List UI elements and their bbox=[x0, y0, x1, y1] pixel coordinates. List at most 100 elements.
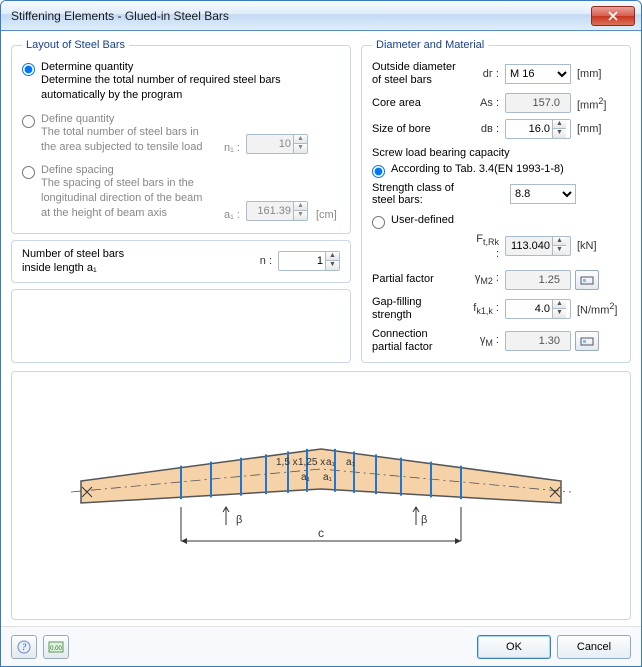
conn-factor-settings-button[interactable] bbox=[575, 331, 599, 351]
spin-down-icon[interactable]: ▼ bbox=[553, 246, 566, 255]
screw-title: Screw load bearing capacity bbox=[372, 147, 620, 159]
beam-diagram: 1,5 x1,25 xa₁a₁a₁a₁ββc bbox=[41, 411, 601, 581]
close-button[interactable] bbox=[591, 6, 635, 26]
footer: ? 0.00 OK Cancel bbox=[1, 626, 641, 666]
radio-define-spacing-label: Define spacing bbox=[41, 164, 340, 176]
gap-label-1: Gap-filling bbox=[372, 296, 467, 309]
radio-user-defined-label: User-defined bbox=[391, 214, 454, 226]
units-icon: 0.00 bbox=[48, 640, 64, 654]
window-title: Stiffening Elements - Glued-in Steel Bar… bbox=[11, 9, 591, 23]
bore-label: Size of bore bbox=[372, 123, 467, 136]
spin-up-icon[interactable]: ▲ bbox=[294, 135, 307, 144]
gm2-input bbox=[506, 274, 562, 286]
svg-text:?: ? bbox=[22, 642, 27, 652]
db-unit: [mm] bbox=[577, 123, 615, 135]
spin-down-icon[interactable]: ▼ bbox=[553, 309, 566, 318]
outside-dia-label-2: of steel bars bbox=[372, 74, 467, 87]
dialog-window: Stiffening Elements - Glued-in Steel Bar… bbox=[0, 0, 642, 667]
strength-class-select[interactable]: 8.8 bbox=[510, 184, 576, 204]
ftrk-symbol: Ft,Rk : bbox=[471, 233, 501, 259]
count-label-2: inside length a₁ bbox=[22, 261, 238, 275]
layout-legend: Layout of Steel Bars bbox=[22, 39, 129, 51]
gm-input bbox=[506, 335, 562, 347]
conn-label-2: partial factor bbox=[372, 341, 467, 354]
db-spinner[interactable]: ▲▼ bbox=[505, 119, 571, 139]
db-symbol: dв : bbox=[471, 123, 501, 135]
strength-class-label-1: Strength class of bbox=[372, 182, 502, 194]
a1-spinner[interactable]: ▲▼ bbox=[246, 201, 308, 221]
radio-define-qty[interactable]: Define quantity The total number of stee… bbox=[22, 113, 340, 155]
radio-determine-qty-sub: Determine the total number of required s… bbox=[41, 73, 340, 103]
gm2-symbol: γM2 : bbox=[471, 272, 501, 286]
dr-symbol: dг : bbox=[471, 68, 501, 80]
radio-tab34-input[interactable] bbox=[372, 165, 385, 178]
partial-factor-settings-button[interactable] bbox=[575, 270, 599, 290]
fk1k-input[interactable] bbox=[506, 303, 552, 315]
count-label-1: Number of steel bars bbox=[22, 247, 238, 261]
a1-input[interactable] bbox=[247, 205, 293, 217]
spin-down-icon[interactable]: ▼ bbox=[294, 144, 307, 153]
as-unit: [mm2] bbox=[577, 96, 615, 112]
radio-tab34[interactable]: According to Tab. 3.4(EN 1993-1-8) bbox=[372, 163, 620, 178]
svg-text:a₁: a₁ bbox=[346, 457, 356, 468]
svg-text:β: β bbox=[421, 514, 427, 526]
partial-factor-label: Partial factor bbox=[372, 273, 467, 286]
dr-unit: [mm] bbox=[577, 68, 615, 80]
gm2-display bbox=[505, 270, 571, 290]
ftrk-spinner[interactable]: ▲▼ bbox=[505, 236, 571, 256]
spin-up-icon[interactable]: ▲ bbox=[553, 237, 566, 246]
spin-up-icon[interactable]: ▲ bbox=[553, 300, 566, 309]
spin-down-icon[interactable]: ▼ bbox=[553, 129, 566, 138]
spin-up-icon[interactable]: ▲ bbox=[553, 120, 566, 129]
fk1k-spinner[interactable]: ▲▼ bbox=[505, 299, 571, 319]
close-icon bbox=[608, 11, 618, 21]
outside-dia-label-1: Outside diameter bbox=[372, 61, 467, 74]
conn-label-1: Connection bbox=[372, 328, 467, 341]
spin-down-icon[interactable]: ▼ bbox=[326, 261, 339, 270]
titlebar: Stiffening Elements - Glued-in Steel Bar… bbox=[1, 1, 641, 31]
radio-determine-qty-input[interactable] bbox=[22, 63, 35, 76]
radio-determine-qty-label: Determine quantity bbox=[41, 61, 340, 73]
content-area: Layout of Steel Bars Determine quantity … bbox=[1, 31, 641, 626]
layout-group: Layout of Steel Bars Determine quantity … bbox=[11, 39, 351, 234]
core-area-label: Core area bbox=[372, 97, 467, 110]
empty-group bbox=[11, 289, 351, 364]
n-input[interactable] bbox=[279, 255, 325, 267]
radio-determine-qty[interactable]: Determine quantity Determine the total n… bbox=[22, 61, 340, 103]
svg-text:a₁: a₁ bbox=[326, 457, 336, 468]
spin-down-icon[interactable]: ▼ bbox=[294, 211, 307, 220]
svg-text:β: β bbox=[236, 514, 242, 526]
radio-define-spacing-input[interactable] bbox=[22, 166, 35, 179]
spin-up-icon[interactable]: ▲ bbox=[326, 252, 339, 261]
svg-text:a₁: a₁ bbox=[323, 472, 333, 483]
a1-symbol: a₁ : bbox=[212, 209, 240, 221]
strength-class-label-2: steel bars: bbox=[372, 194, 502, 206]
svg-text:a₁: a₁ bbox=[301, 472, 311, 483]
spin-up-icon[interactable]: ▲ bbox=[294, 202, 307, 211]
as-symbol: Aѕ : bbox=[471, 97, 501, 109]
ok-button[interactable]: OK bbox=[477, 635, 551, 659]
fk1k-symbol: fk1,k : bbox=[471, 302, 501, 316]
radio-define-qty-label: Define quantity bbox=[41, 113, 340, 125]
count-group: Number of steel bars inside length a₁ n … bbox=[11, 240, 351, 283]
as-display bbox=[505, 93, 571, 113]
ftrk-input[interactable] bbox=[506, 240, 552, 252]
dr-select[interactable]: M 16 bbox=[505, 64, 571, 84]
radio-define-qty-sub: The total number of steel bars in the ar… bbox=[41, 125, 206, 155]
n1-input[interactable] bbox=[247, 138, 293, 150]
material-legend: Diameter and Material bbox=[372, 39, 488, 51]
radio-define-qty-input[interactable] bbox=[22, 115, 35, 128]
help-button[interactable]: ? bbox=[11, 635, 37, 659]
settings-icon bbox=[580, 274, 594, 286]
material-group: Diameter and Material Outside diameter o… bbox=[361, 39, 631, 363]
radio-user-defined-input[interactable] bbox=[372, 216, 385, 229]
n1-spinner[interactable]: ▲▼ bbox=[246, 134, 308, 154]
svg-text:0.00: 0.00 bbox=[50, 646, 62, 652]
cancel-button[interactable]: Cancel bbox=[557, 635, 631, 659]
radio-define-spacing[interactable]: Define spacing The spacing of steel bars… bbox=[22, 164, 340, 221]
units-button[interactable]: 0.00 bbox=[43, 635, 69, 659]
radio-user-defined[interactable]: User-defined bbox=[372, 214, 620, 229]
n-symbol: n : bbox=[244, 255, 272, 267]
n-spinner[interactable]: ▲▼ bbox=[278, 251, 340, 271]
db-input[interactable] bbox=[506, 123, 552, 135]
